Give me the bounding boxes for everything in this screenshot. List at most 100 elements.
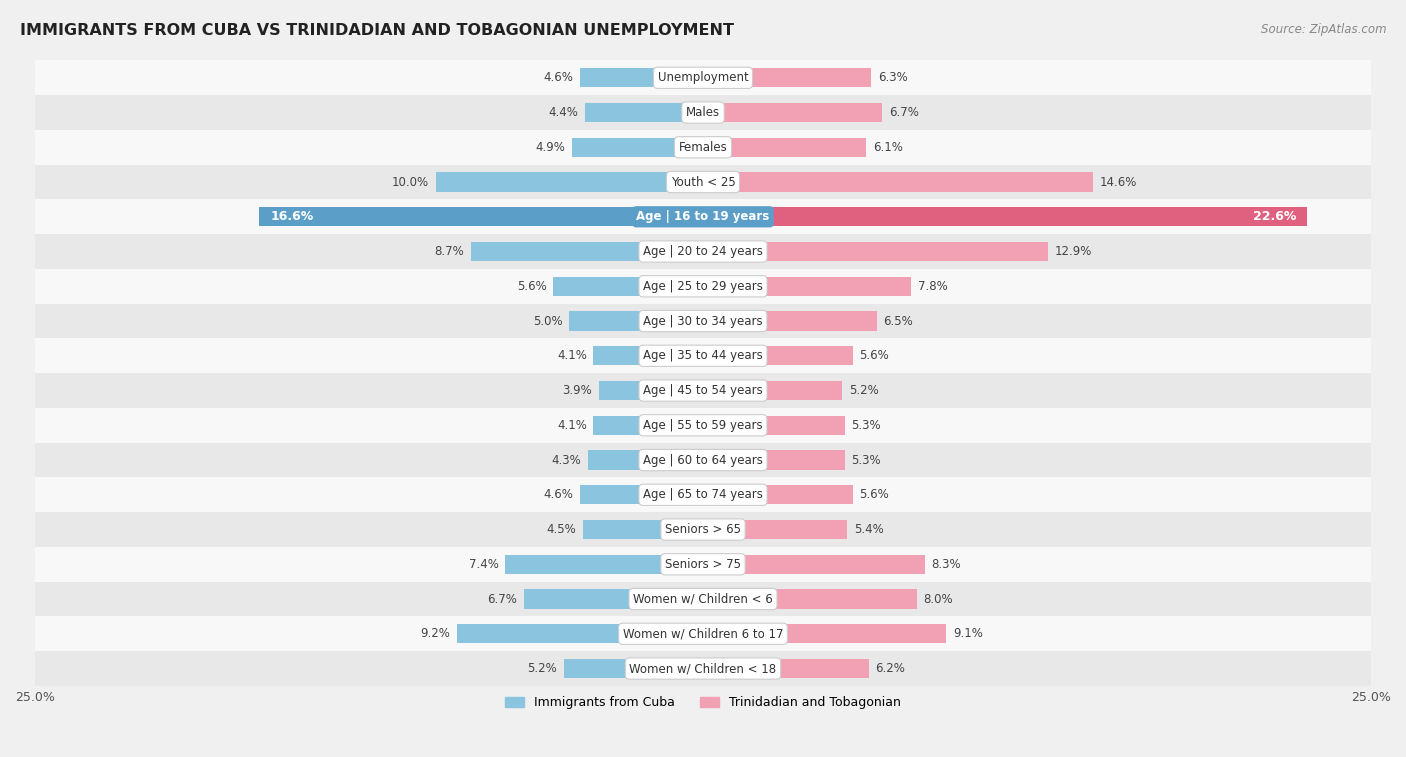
Bar [35, 408, 1371, 443]
Bar [35, 581, 1371, 616]
Text: 6.7%: 6.7% [488, 593, 517, 606]
Text: 22.6%: 22.6% [1253, 210, 1296, 223]
Bar [471, 242, 703, 261]
Text: Women w/ Children 6 to 17: Women w/ Children 6 to 17 [623, 628, 783, 640]
Bar [703, 590, 917, 609]
Bar [436, 173, 703, 192]
Text: 5.3%: 5.3% [851, 419, 882, 431]
Text: 5.2%: 5.2% [849, 384, 879, 397]
Text: 8.0%: 8.0% [924, 593, 953, 606]
Bar [703, 381, 842, 400]
Bar [703, 450, 845, 469]
Text: 8.7%: 8.7% [434, 245, 464, 258]
Text: 7.8%: 7.8% [918, 280, 948, 293]
Bar [582, 520, 703, 539]
Text: Age | 16 to 19 years: Age | 16 to 19 years [637, 210, 769, 223]
Bar [35, 95, 1371, 130]
Bar [35, 547, 1371, 581]
Text: 4.1%: 4.1% [557, 349, 586, 363]
Bar [524, 590, 703, 609]
Text: Age | 20 to 24 years: Age | 20 to 24 years [643, 245, 763, 258]
Text: Seniors > 65: Seniors > 65 [665, 523, 741, 536]
Text: 16.6%: 16.6% [270, 210, 314, 223]
Bar [35, 373, 1371, 408]
Text: Source: ZipAtlas.com: Source: ZipAtlas.com [1261, 23, 1386, 36]
Text: Age | 65 to 74 years: Age | 65 to 74 years [643, 488, 763, 501]
Text: 12.9%: 12.9% [1054, 245, 1092, 258]
Bar [703, 625, 946, 643]
Bar [35, 616, 1371, 651]
Bar [35, 443, 1371, 478]
Bar [703, 277, 911, 296]
Text: 8.3%: 8.3% [932, 558, 962, 571]
Bar [35, 304, 1371, 338]
Text: Age | 45 to 54 years: Age | 45 to 54 years [643, 384, 763, 397]
Text: Women w/ Children < 18: Women w/ Children < 18 [630, 662, 776, 675]
Bar [35, 512, 1371, 547]
Bar [703, 311, 877, 331]
Bar [599, 381, 703, 400]
Legend: Immigrants from Cuba, Trinidadian and Tobagonian: Immigrants from Cuba, Trinidadian and To… [501, 691, 905, 714]
Text: Age | 55 to 59 years: Age | 55 to 59 years [643, 419, 763, 431]
Text: 6.5%: 6.5% [883, 315, 912, 328]
Text: Age | 25 to 29 years: Age | 25 to 29 years [643, 280, 763, 293]
Text: 6.2%: 6.2% [876, 662, 905, 675]
Bar [564, 659, 703, 678]
Text: 5.3%: 5.3% [851, 453, 882, 466]
Bar [35, 478, 1371, 512]
Text: 7.4%: 7.4% [468, 558, 499, 571]
Bar [703, 416, 845, 435]
Bar [505, 555, 703, 574]
Text: 9.2%: 9.2% [420, 628, 450, 640]
Text: 5.6%: 5.6% [517, 280, 547, 293]
Bar [35, 165, 1371, 199]
Bar [703, 520, 848, 539]
Bar [581, 485, 703, 504]
Text: Women w/ Children < 6: Women w/ Children < 6 [633, 593, 773, 606]
Text: Age | 30 to 34 years: Age | 30 to 34 years [643, 315, 763, 328]
Bar [585, 103, 703, 122]
Text: 5.4%: 5.4% [853, 523, 884, 536]
Bar [35, 338, 1371, 373]
Bar [703, 555, 925, 574]
Bar [35, 234, 1371, 269]
Bar [35, 651, 1371, 686]
Bar [703, 242, 1047, 261]
Text: 4.6%: 4.6% [544, 71, 574, 84]
Bar [593, 346, 703, 366]
Text: 9.1%: 9.1% [953, 628, 983, 640]
Bar [703, 103, 882, 122]
Bar [581, 68, 703, 87]
Text: Age | 60 to 64 years: Age | 60 to 64 years [643, 453, 763, 466]
Bar [703, 659, 869, 678]
Bar [588, 450, 703, 469]
Bar [35, 199, 1371, 234]
Bar [457, 625, 703, 643]
Bar [35, 130, 1371, 165]
Text: 4.9%: 4.9% [536, 141, 565, 154]
Text: IMMIGRANTS FROM CUBA VS TRINIDADIAN AND TOBAGONIAN UNEMPLOYMENT: IMMIGRANTS FROM CUBA VS TRINIDADIAN AND … [20, 23, 734, 38]
Text: 4.4%: 4.4% [548, 106, 579, 119]
Text: Males: Males [686, 106, 720, 119]
Text: 3.9%: 3.9% [562, 384, 592, 397]
Text: Age | 35 to 44 years: Age | 35 to 44 years [643, 349, 763, 363]
Bar [554, 277, 703, 296]
Text: 6.1%: 6.1% [873, 141, 903, 154]
Bar [703, 68, 872, 87]
Text: 6.3%: 6.3% [877, 71, 908, 84]
Bar [572, 138, 703, 157]
Text: 4.3%: 4.3% [551, 453, 582, 466]
Text: Unemployment: Unemployment [658, 71, 748, 84]
Text: 4.5%: 4.5% [547, 523, 576, 536]
Text: 4.6%: 4.6% [544, 488, 574, 501]
Bar [569, 311, 703, 331]
Bar [259, 207, 703, 226]
Text: 5.6%: 5.6% [859, 349, 889, 363]
Text: 6.7%: 6.7% [889, 106, 918, 119]
Text: 10.0%: 10.0% [392, 176, 429, 188]
Bar [703, 346, 852, 366]
Text: 5.2%: 5.2% [527, 662, 557, 675]
Text: 14.6%: 14.6% [1099, 176, 1137, 188]
Bar [593, 416, 703, 435]
Bar [703, 173, 1092, 192]
